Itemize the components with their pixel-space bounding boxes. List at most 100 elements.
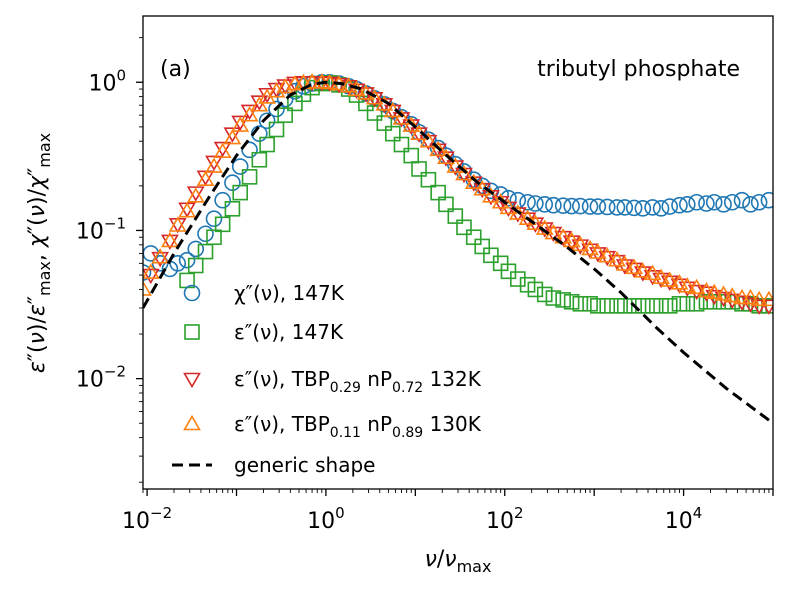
data-point	[277, 107, 293, 123]
data-point	[554, 228, 573, 244]
x-axis-title: ν/νmax	[425, 547, 492, 576]
data-point	[571, 235, 590, 252]
data-point	[178, 251, 196, 269]
data-point	[678, 196, 696, 213]
data-point	[447, 208, 464, 224]
data-point	[723, 287, 742, 303]
data-point	[536, 286, 553, 303]
data-point	[474, 238, 491, 255]
data-point	[178, 202, 196, 218]
data-point	[625, 258, 644, 275]
data-point	[678, 277, 697, 293]
data-point	[240, 104, 259, 121]
data-point	[572, 197, 589, 215]
data-point	[385, 125, 401, 142]
data-point	[365, 89, 384, 105]
data-point	[625, 199, 643, 217]
data-point	[705, 283, 724, 300]
data-point	[588, 243, 607, 259]
data-point	[626, 298, 642, 314]
data-point	[186, 186, 205, 202]
data-point	[161, 234, 179, 251]
data-point	[714, 285, 733, 301]
data-point	[187, 240, 205, 258]
data-point	[644, 199, 661, 216]
legend-marker-swatch	[183, 372, 201, 389]
data-point	[723, 193, 741, 211]
data-point	[715, 196, 732, 213]
data-point	[615, 255, 634, 271]
data-point	[599, 298, 616, 314]
y-tick-label: 10−1	[76, 214, 126, 244]
data-point	[232, 184, 249, 201]
data-point	[196, 170, 215, 187]
y-tick-label: 100	[88, 66, 126, 96]
data-point	[429, 143, 448, 159]
data-point	[287, 95, 303, 112]
data-point	[402, 116, 421, 132]
legend-marker-swatch	[184, 324, 200, 340]
legend-label: χ″(ν), 147K	[234, 281, 345, 305]
legend: χ″(ν), 147K ε″(ν), 147K ε″(ν), TBP0.29 nP0…	[172, 281, 482, 477]
data-point	[231, 158, 249, 175]
data-point	[581, 239, 599, 256]
data-point	[589, 198, 607, 215]
data-point	[598, 198, 616, 216]
data-point	[563, 197, 580, 215]
data-point	[473, 177, 491, 195]
data-point	[616, 298, 633, 314]
data-point	[572, 295, 589, 312]
data-point	[420, 171, 437, 188]
x-tick-label: 10−2	[122, 504, 172, 534]
data-point	[197, 225, 214, 243]
data-point	[698, 195, 715, 212]
data-point	[268, 100, 285, 118]
data-point	[231, 116, 250, 132]
data-point	[697, 281, 716, 298]
data-point	[634, 200, 652, 217]
data-point	[554, 197, 572, 214]
data-point	[750, 193, 768, 211]
data-point	[419, 134, 438, 151]
data-point	[376, 115, 393, 131]
data-point	[510, 271, 526, 287]
data-point	[161, 231, 179, 248]
data-point	[633, 262, 652, 278]
data-point	[143, 264, 152, 281]
data-point	[616, 199, 634, 216]
legend-entry-eps-tbp011: ε″(ν), TBP0.11 nP0.89 130K	[183, 412, 482, 441]
data-point	[143, 263, 160, 279]
data-point	[644, 298, 661, 314]
data-point	[688, 193, 705, 211]
material-annotation: tributyl phosphate	[537, 57, 740, 82]
data-point	[258, 112, 276, 130]
data-point	[241, 141, 258, 159]
data-point	[205, 210, 223, 228]
data-point	[143, 280, 152, 296]
data-point	[598, 247, 617, 263]
data-point	[223, 128, 242, 145]
data-point	[670, 274, 689, 290]
data-point	[562, 231, 581, 248]
data-point	[240, 106, 259, 122]
data-point	[213, 141, 232, 158]
data-point	[733, 288, 751, 305]
data-point	[760, 191, 773, 209]
data-point	[168, 216, 187, 232]
data-point	[455, 167, 473, 184]
legend-entry-eps-tbp029: ε″(ν), TBP0.29 nP0.72 132K	[183, 367, 482, 396]
data-point	[652, 268, 670, 284]
data-point	[286, 82, 304, 100]
data-point	[608, 199, 626, 216]
data-point	[393, 136, 410, 153]
x-tick-label: 100	[307, 504, 345, 534]
legend-label: generic shape	[234, 453, 375, 477]
ticks-layer: 10−2 100 102 104 10−2 10−1 100	[76, 37, 774, 534]
data-point	[392, 109, 411, 125]
data-point	[231, 115, 250, 132]
data-point	[742, 196, 759, 213]
series-layer	[143, 73, 773, 425]
data-point	[197, 243, 214, 260]
